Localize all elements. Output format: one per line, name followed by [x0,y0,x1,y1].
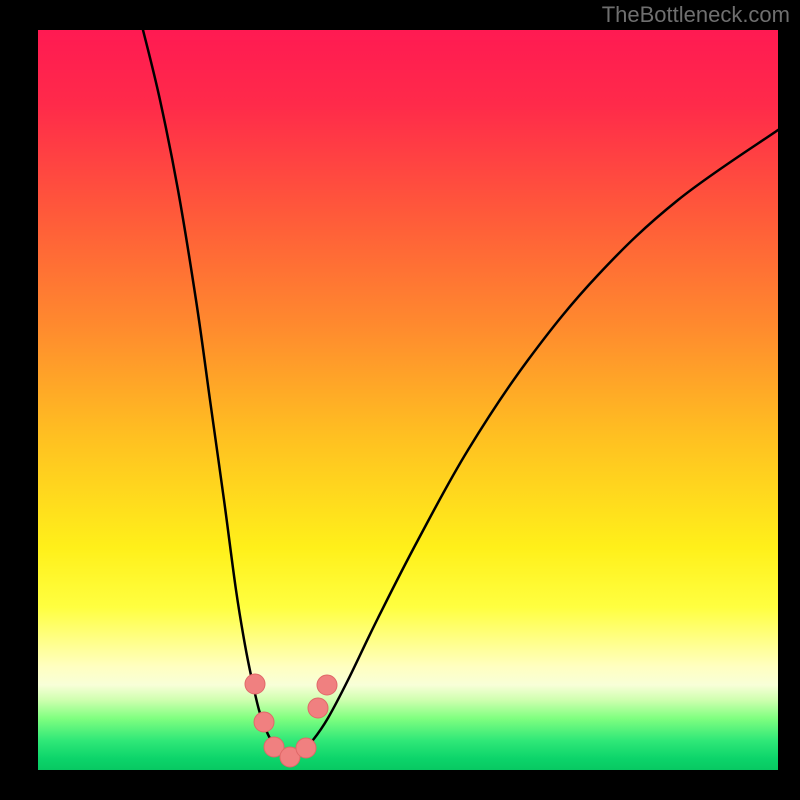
data-marker [296,738,316,758]
left-curve [143,30,290,757]
right-curve [290,130,778,757]
data-marker [245,674,265,694]
chart-root: TheBottleneck.com [0,0,800,800]
plot-area [38,30,778,770]
curve-layer [38,30,778,770]
data-marker [317,675,337,695]
watermark-text: TheBottleneck.com [602,2,790,28]
data-marker [254,712,274,732]
data-marker [308,698,328,718]
